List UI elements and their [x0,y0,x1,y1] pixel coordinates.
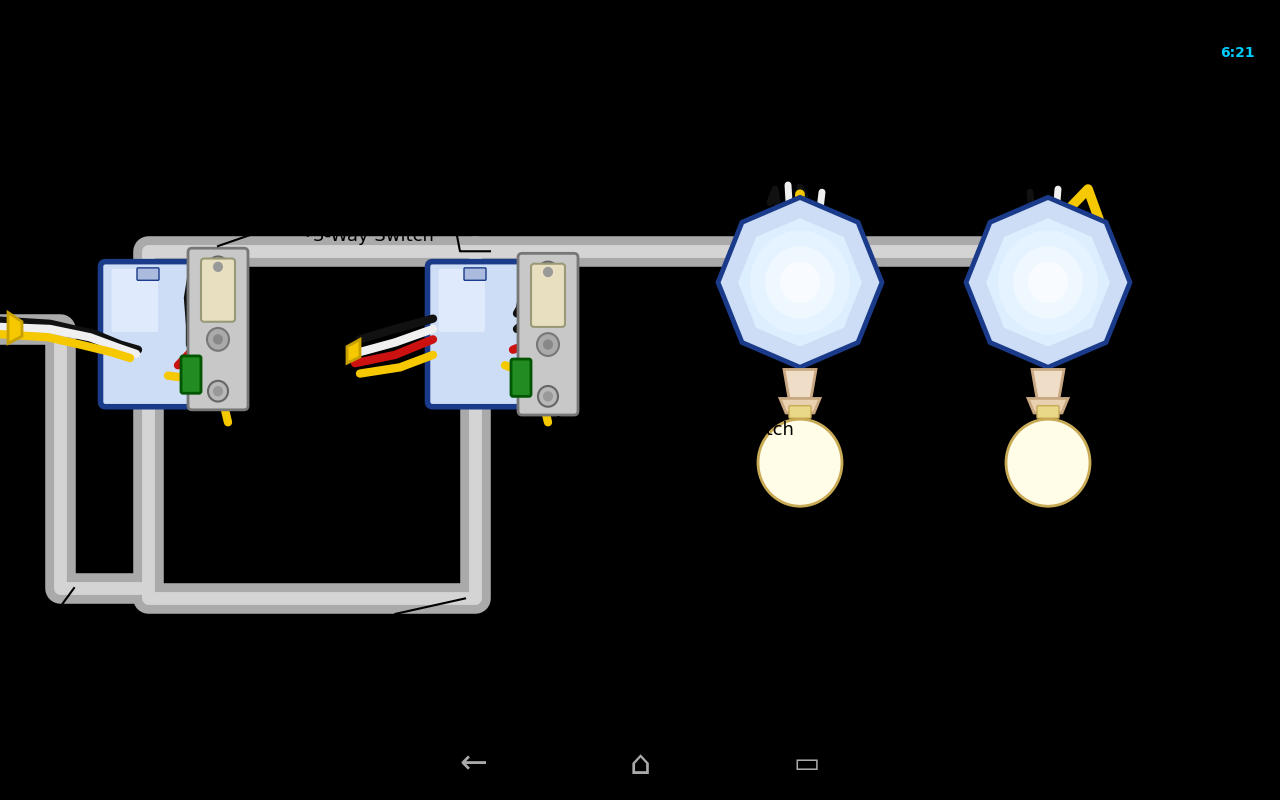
Polygon shape [780,398,820,413]
Polygon shape [739,218,861,346]
Circle shape [780,262,820,303]
Text: ▭: ▭ [794,750,819,778]
Text: POWER SOURCE: POWER SOURCE [28,692,179,710]
FancyBboxPatch shape [788,406,812,418]
Polygon shape [1032,370,1064,398]
Circle shape [212,386,223,396]
FancyBboxPatch shape [188,248,248,410]
FancyBboxPatch shape [180,356,201,394]
FancyBboxPatch shape [439,269,485,332]
Polygon shape [966,198,1130,367]
FancyBboxPatch shape [201,258,236,322]
Circle shape [543,391,553,402]
Polygon shape [783,370,817,398]
FancyBboxPatch shape [465,268,486,280]
Text: © www.BuildMyOwnCabin.com: © www.BuildMyOwnCabin.com [718,692,1021,710]
FancyBboxPatch shape [137,268,159,280]
Text: ←: ← [460,747,488,781]
Text: 6:21: 6:21 [1220,46,1254,60]
Text: 3-Way Switch: 3-Way Switch [673,421,794,438]
Polygon shape [8,313,22,343]
Text: 2-Wire Romex with
Ground
(i.e. 12-2): 2-Wire Romex with Ground (i.e. 12-2) [28,718,184,778]
FancyBboxPatch shape [1037,406,1059,418]
FancyBboxPatch shape [531,264,564,327]
Polygon shape [347,339,360,363]
Circle shape [207,328,229,350]
Circle shape [538,386,558,406]
FancyBboxPatch shape [428,262,522,406]
Circle shape [1012,246,1083,318]
FancyBboxPatch shape [111,269,157,332]
Circle shape [750,230,850,334]
FancyBboxPatch shape [511,359,531,396]
Circle shape [538,333,559,356]
Circle shape [543,339,553,350]
Circle shape [212,262,223,272]
Circle shape [212,334,223,345]
Polygon shape [986,218,1110,346]
FancyBboxPatch shape [518,254,579,415]
Circle shape [998,230,1098,334]
Circle shape [207,257,228,277]
Polygon shape [1028,398,1068,413]
Text: ⌂: ⌂ [630,747,650,781]
Circle shape [1006,419,1091,506]
Circle shape [207,381,228,402]
Text: 2-Wire Romex
with Ground
(i.e. 12-2): 2-Wire Romex with Ground (i.e. 12-2) [397,134,513,194]
Circle shape [538,262,558,282]
Circle shape [765,246,835,318]
Polygon shape [718,198,882,367]
Text: 3-Way Switch: 3-Way Switch [314,226,434,245]
Circle shape [1028,262,1068,303]
Circle shape [543,267,553,277]
Circle shape [758,419,842,506]
Text: 3-Wire Romex
with Ground
(i.e. 12-3): 3-Wire Romex with Ground (i.e. 12-3) [415,692,531,751]
FancyBboxPatch shape [101,262,196,406]
Text: 3-Way Switch (Multiple Lights): 3-Way Switch (Multiple Lights) [29,59,786,107]
